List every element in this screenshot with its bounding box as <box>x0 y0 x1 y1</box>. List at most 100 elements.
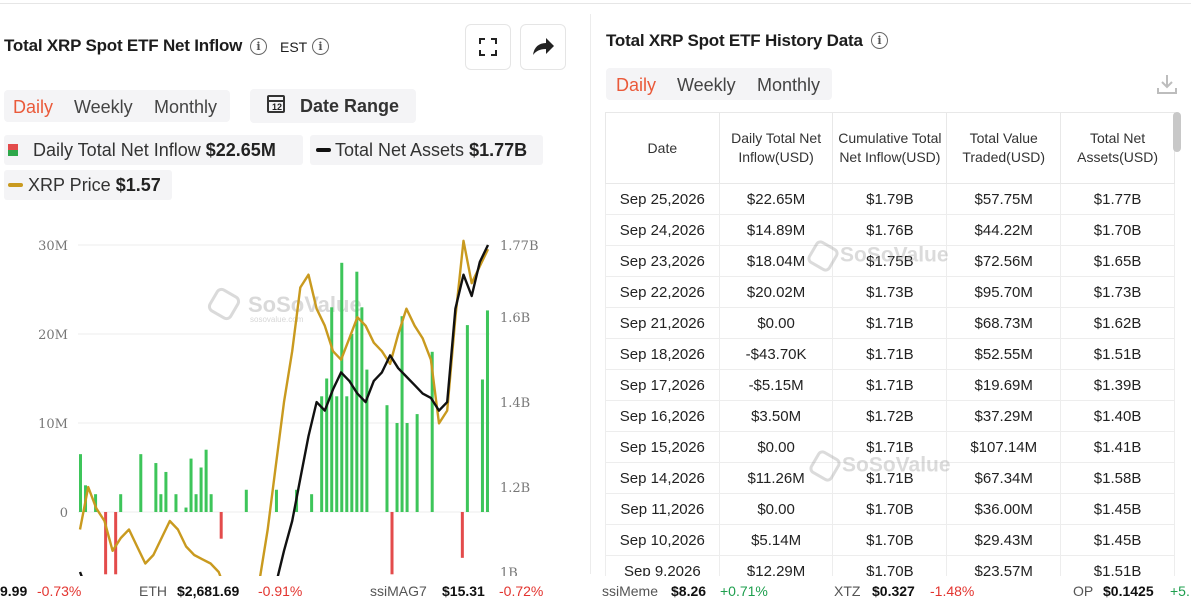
inflow-bar <box>204 449 208 512</box>
table-row: Sep 16,2026 $3.50M $1.72B $37.29M $1.40B <box>605 400 1175 432</box>
inflow-bar <box>310 494 314 512</box>
inflow-bar <box>199 467 203 512</box>
row-daily-inflow: $0.00 <box>718 431 834 463</box>
inflow-bar <box>325 378 329 512</box>
legend-inflow-value: $22.65M <box>205 140 276 160</box>
row-daily-inflow: $3.50M <box>718 400 834 432</box>
ticker-change: -0.73% <box>37 583 82 599</box>
inflow-bar <box>274 489 278 512</box>
inflow-bar <box>244 489 248 512</box>
row-value-traded: $95.70M <box>946 276 1062 308</box>
inflow-bar <box>340 262 344 512</box>
row-daily-inflow: $22.65M <box>718 183 834 215</box>
inflow-bar <box>174 494 178 512</box>
price-ticker[interactable]: 9.99 -0.73% ETH $2,681.69 -0.91% ssiMAG7… <box>0 576 1191 602</box>
inflow-bar <box>365 369 369 512</box>
row-daily-inflow: -$5.15M <box>718 369 834 401</box>
inflow-bar <box>395 423 399 512</box>
panel-divider <box>590 14 591 574</box>
table-row: Sep 10,2026 $5.14M $1.70B $29.43M $1.45B <box>605 524 1175 556</box>
legend-assets-value: $1.77B <box>469 140 528 160</box>
ticker-name: ssiMeme <box>602 583 659 599</box>
inflow-bar <box>79 454 82 512</box>
row-value-traded: $107.14M <box>946 431 1062 463</box>
row-value-traded: $44.22M <box>946 214 1062 246</box>
inflow-bar <box>480 379 484 512</box>
inflow-bar <box>159 494 163 512</box>
row-net-assets: $1.77B <box>1060 183 1175 215</box>
table-scrollbar[interactable] <box>1173 112 1181 152</box>
row-cumulative: $1.79B <box>832 183 948 215</box>
inflow-bar <box>119 494 123 512</box>
col-net-assets: Total Net Assets(USD) <box>1060 112 1175 184</box>
table-row: Sep 21,2026 $0.00 $1.71B $68.73M $1.62B <box>605 307 1175 339</box>
history-tab-weekly[interactable]: Weekly <box>677 75 736 95</box>
ticker-price: $15.31 <box>442 583 485 599</box>
inflow-bar <box>390 512 394 575</box>
inflow-swatch-icon <box>8 144 18 156</box>
history-table: Date Daily Total Net Inflow(USD) Cumulat… <box>605 112 1175 587</box>
history-info-icon[interactable]: i <box>871 32 888 49</box>
tab-daily[interactable]: Daily <box>13 97 54 117</box>
inflow-bar <box>345 396 349 512</box>
share-icon <box>533 38 554 55</box>
chart-watermark-sub: sosovalue.com <box>250 315 304 324</box>
download-icon[interactable] <box>1155 72 1179 96</box>
row-net-assets: $1.41B <box>1060 431 1175 463</box>
table-watermark-bottom: SoSoValue <box>807 448 951 484</box>
calendar-icon: 12 <box>267 95 285 113</box>
legend-inflow[interactable]: Daily Total Net Inflow $22.65M <box>4 135 303 165</box>
share-button[interactable] <box>520 24 566 70</box>
legend-price-value: $1.57 <box>115 175 161 195</box>
tab-weekly[interactable]: Weekly <box>74 97 133 117</box>
ticker-price: $0.327 <box>872 583 915 599</box>
ticker-change: -0.72% <box>499 583 544 599</box>
legend-assets[interactable]: Total Net Assets $1.77B <box>310 135 543 165</box>
table-watermark-top: SoSoValue <box>805 238 949 274</box>
inflow-bar <box>485 310 489 512</box>
xrp-price-line <box>78 239 490 602</box>
inflow-bar <box>184 507 188 512</box>
chart-watermark: SoSoValue <box>248 292 362 317</box>
row-value-traded: $57.75M <box>946 183 1062 215</box>
net-inflow-chart[interactable]: 30M 20M 10M 0 1.77B 1.6B 1.4B 1.2B 1B SoSoValue so… <box>0 230 580 602</box>
ticker-change: +5. <box>1170 583 1190 599</box>
row-date: Sep 16,2026 <box>605 400 720 432</box>
row-net-assets: $1.51B <box>1060 338 1175 370</box>
tab-monthly[interactable]: Monthly <box>154 97 218 117</box>
row-date: Sep 15,2026 <box>605 431 720 463</box>
price-line-icon <box>8 183 23 187</box>
timezone-label: EST <box>280 39 308 55</box>
inflow-bar <box>385 405 389 512</box>
history-tab-monthly[interactable]: Monthly <box>757 75 821 95</box>
y-left-tick: 10M <box>38 417 68 432</box>
row-net-assets: $1.40B <box>1060 400 1175 432</box>
table-row: Sep 11,2026 $0.00 $1.70B $36.00M $1.45B <box>605 493 1175 525</box>
legend-price[interactable]: XRP Price $1.57 <box>4 170 172 200</box>
col-cumulative-inflow: Cumulative Total Net Inflow(USD) <box>832 112 948 184</box>
row-cumulative: $1.70B <box>832 524 948 556</box>
row-net-assets: $1.39B <box>1060 369 1175 401</box>
ticker-change: +0.71% <box>720 583 768 599</box>
date-range-label: Date Range <box>300 96 400 116</box>
inflow-bar <box>320 396 324 512</box>
row-date: Sep 24,2026 <box>605 214 720 246</box>
row-value-traded: $68.73M <box>946 307 1062 339</box>
row-daily-inflow: $5.14M <box>718 524 834 556</box>
row-value-traded: $52.55M <box>946 338 1062 370</box>
inflow-bar <box>154 463 158 512</box>
row-cumulative: $1.71B <box>832 307 948 339</box>
table-row: Sep 15,2026 $0.00 $1.71B $107.14M $1.41B <box>605 431 1175 463</box>
info-icon[interactable]: i <box>250 38 267 55</box>
row-cumulative: $1.72B <box>832 400 948 432</box>
fullscreen-button[interactable] <box>465 24 511 70</box>
row-cumulative: $1.76B <box>832 214 948 246</box>
row-net-assets: $1.45B <box>1060 524 1175 556</box>
y-right-tick: 1.4B <box>500 396 530 411</box>
inflow-bar <box>430 351 434 512</box>
history-tab-daily[interactable]: Daily <box>616 75 657 95</box>
row-cumulative: $1.71B <box>832 338 948 370</box>
date-range-button[interactable]: 12 Date Range <box>250 89 416 123</box>
inflow-bar <box>465 325 469 512</box>
timezone-info-icon[interactable]: i <box>312 38 329 55</box>
